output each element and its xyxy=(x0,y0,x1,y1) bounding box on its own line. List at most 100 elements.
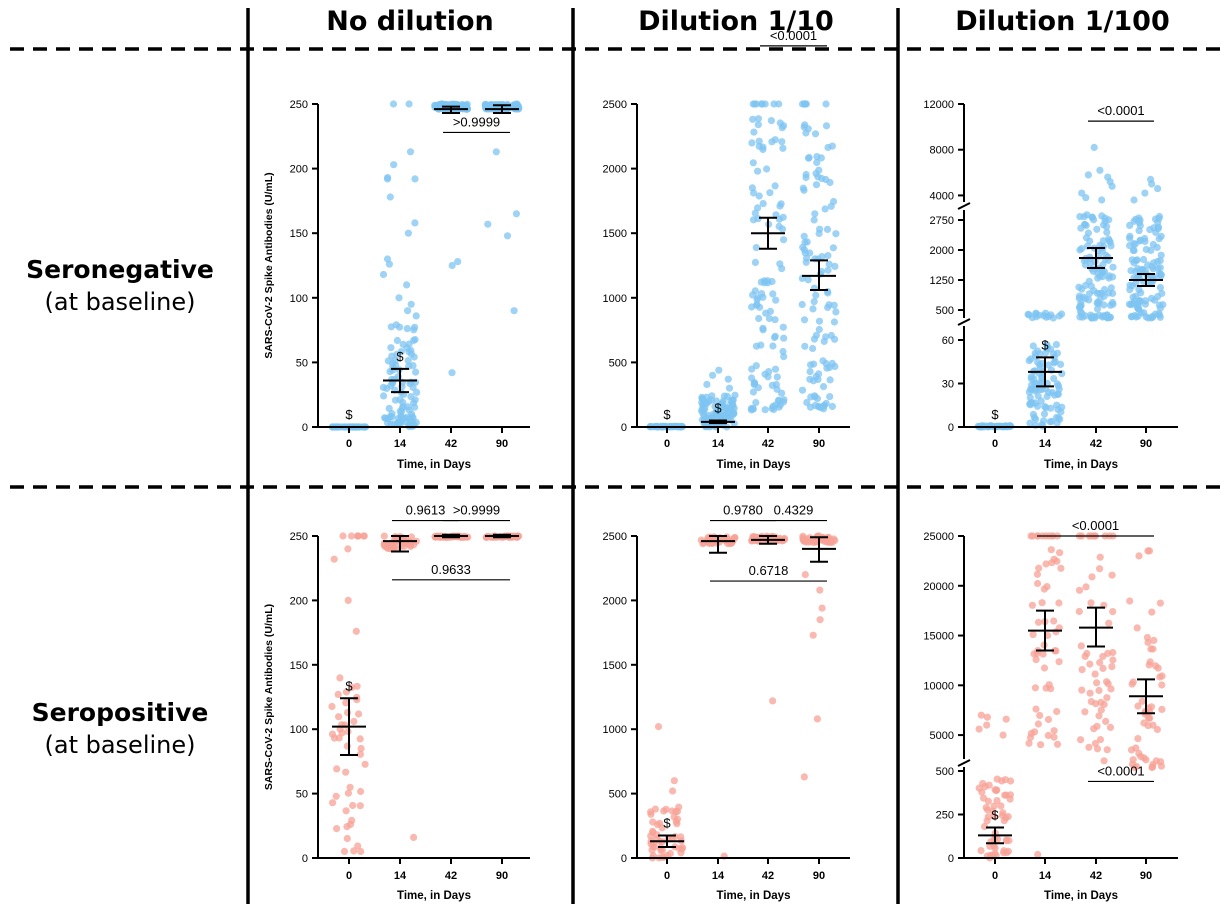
data-point xyxy=(344,545,352,553)
data-point xyxy=(1092,700,1100,708)
data-point xyxy=(1127,267,1135,275)
data-point xyxy=(983,713,992,721)
data-point xyxy=(1047,345,1055,353)
data-point xyxy=(647,810,655,818)
data-point xyxy=(1153,243,1161,251)
data-point xyxy=(459,102,467,110)
data-point xyxy=(800,773,808,781)
data-point xyxy=(804,154,813,162)
data-point xyxy=(484,220,492,228)
data-point xyxy=(769,697,777,705)
row-label-main: Seronegative xyxy=(26,255,214,284)
data-point xyxy=(1042,560,1050,568)
data-point xyxy=(990,812,998,821)
data-point xyxy=(754,115,763,123)
data-point xyxy=(1144,547,1152,555)
x-tick-label: 14 xyxy=(712,438,725,450)
data-point xyxy=(1106,723,1115,732)
data-point xyxy=(830,318,839,326)
data-point xyxy=(997,802,1005,810)
y-tick-label: 15000 xyxy=(923,631,954,643)
data-point xyxy=(724,375,732,383)
data-point xyxy=(773,373,781,381)
data-point xyxy=(388,543,396,552)
data-point xyxy=(1140,754,1148,762)
x-axis-label: Time, in Days xyxy=(717,890,791,902)
data-point xyxy=(815,325,823,334)
data-point xyxy=(1131,311,1139,320)
data-point xyxy=(1047,404,1055,412)
y-tick-label: 25000 xyxy=(923,531,954,543)
data-point xyxy=(335,713,343,721)
data-point xyxy=(819,383,828,391)
y-tick-label: 250 xyxy=(290,99,308,111)
p-value-label: 0.4329 xyxy=(774,503,814,518)
data-point xyxy=(829,244,838,252)
data-point xyxy=(344,596,352,605)
data-point xyxy=(1141,234,1149,243)
data-point xyxy=(677,833,685,841)
data-point xyxy=(1136,297,1144,305)
data-point xyxy=(1040,410,1049,418)
data-point xyxy=(1031,684,1039,692)
data-point xyxy=(802,170,810,179)
data-point xyxy=(818,253,826,261)
significance-annotation: $ xyxy=(663,815,671,830)
data-point xyxy=(1126,597,1134,605)
data-point xyxy=(330,555,338,563)
data-point xyxy=(1036,711,1044,720)
data-point xyxy=(1158,681,1166,689)
p-value-label: >0.9999 xyxy=(453,114,500,129)
p-value-label: <0.0001 xyxy=(1097,103,1144,118)
data-point xyxy=(1126,286,1134,294)
x-tick-label: 42 xyxy=(445,870,457,882)
data-point xyxy=(1126,234,1134,242)
data-point xyxy=(721,412,729,420)
data-point xyxy=(1053,707,1061,716)
data-point xyxy=(1086,660,1094,668)
y-tick-label: 0 xyxy=(948,422,954,434)
data-point xyxy=(806,368,814,376)
data-point xyxy=(384,419,392,427)
data-point xyxy=(990,802,998,810)
data-point xyxy=(1129,246,1137,254)
data-point xyxy=(392,361,400,369)
data-point xyxy=(356,802,364,810)
data-point xyxy=(1034,850,1042,859)
y-tick-label: 200 xyxy=(290,595,308,607)
data-point xyxy=(830,197,838,206)
data-point xyxy=(766,189,774,197)
data-point xyxy=(1043,583,1051,591)
data-point xyxy=(1149,273,1158,281)
data-point xyxy=(448,369,456,377)
data-point xyxy=(1096,736,1105,744)
data-point xyxy=(758,290,766,298)
data-point xyxy=(649,843,657,851)
data-point xyxy=(1100,286,1109,294)
data-point xyxy=(398,404,406,412)
data-point xyxy=(1050,727,1058,735)
data-point xyxy=(1078,245,1086,253)
y-tick-label: 10000 xyxy=(923,680,954,692)
data-point xyxy=(748,374,756,382)
data-point xyxy=(1078,189,1086,197)
data-point xyxy=(1034,720,1042,728)
data-point xyxy=(1033,650,1041,658)
data-point xyxy=(752,399,760,407)
y-tick-label: 4000 xyxy=(930,190,954,202)
x-tick-label: 90 xyxy=(813,870,825,882)
data-point xyxy=(761,406,769,414)
data-point xyxy=(1078,686,1086,694)
data-point xyxy=(357,744,365,753)
data-point xyxy=(1030,413,1038,421)
data-point xyxy=(1084,171,1092,179)
significance-annotation: $ xyxy=(1041,337,1049,352)
y-tick-label: 0 xyxy=(948,853,954,865)
data-point xyxy=(670,777,678,785)
data-point xyxy=(1148,180,1156,188)
data-point xyxy=(1102,717,1110,726)
data-point xyxy=(707,396,716,404)
y-tick-label: 500 xyxy=(609,789,627,801)
